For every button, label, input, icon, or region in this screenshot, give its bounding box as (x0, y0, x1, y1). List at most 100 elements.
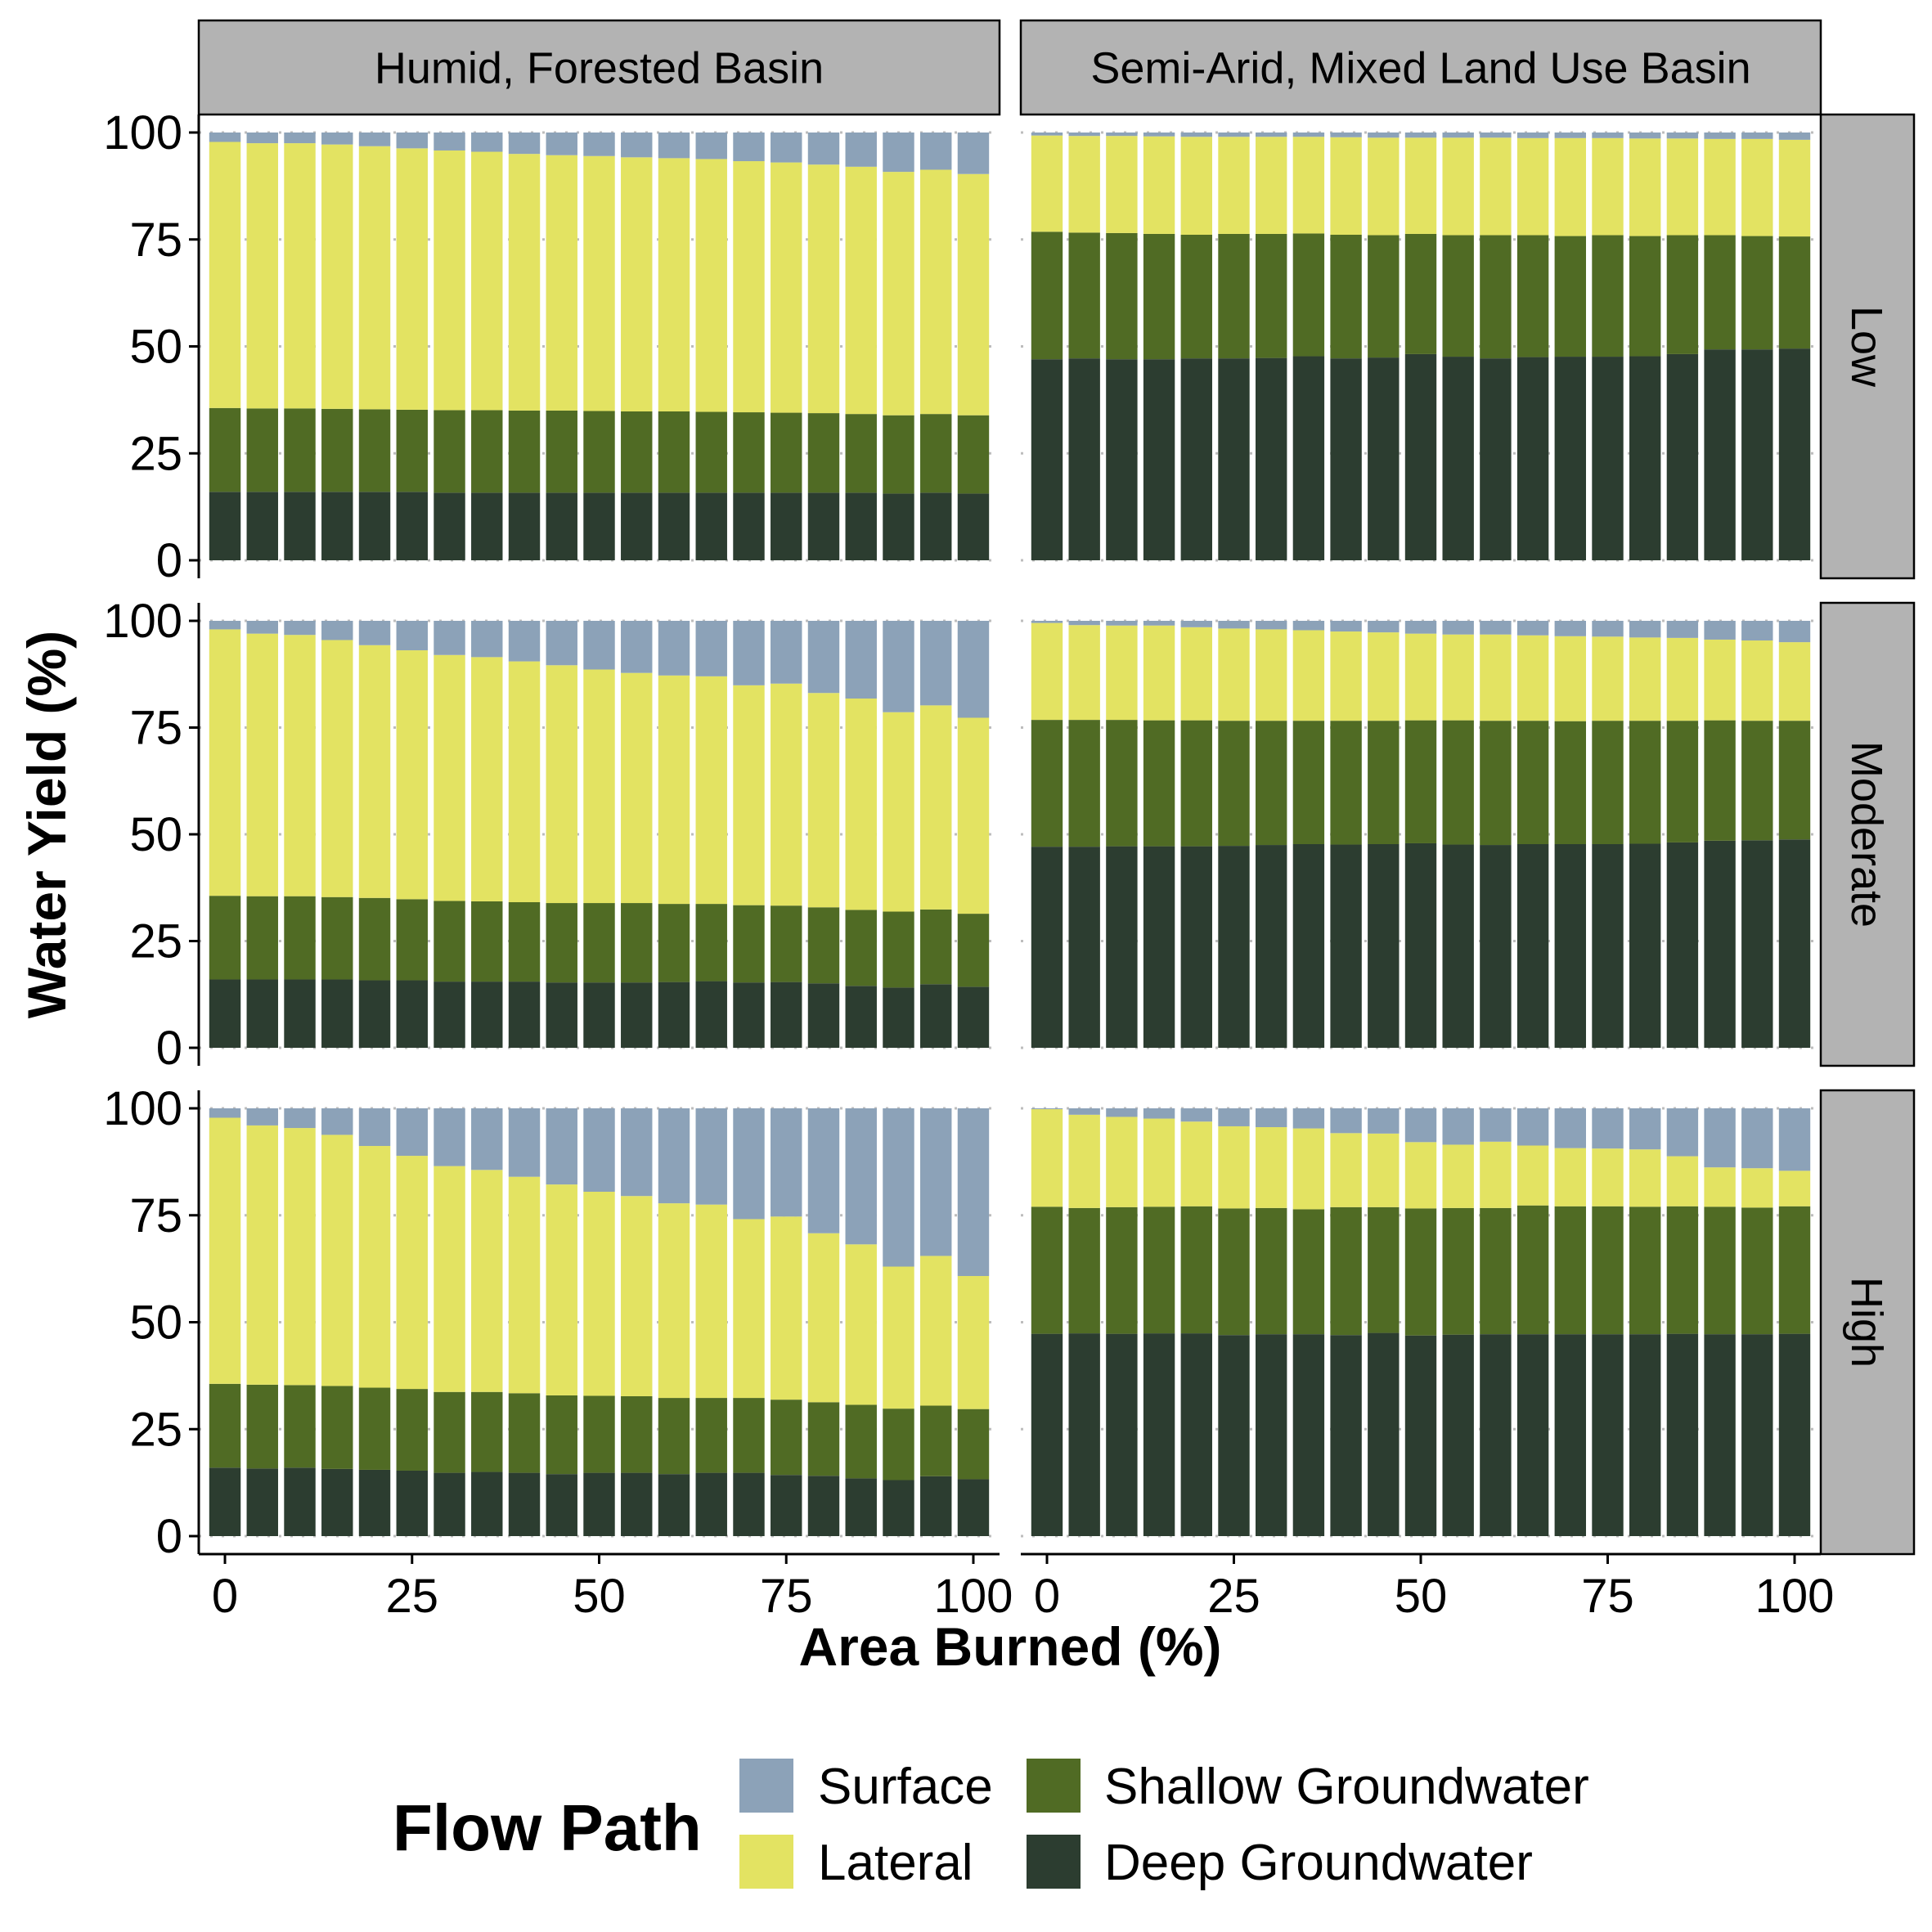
bar-lateral-x30 (434, 654, 465, 901)
bar-deep-groundwater-x15 (321, 1468, 353, 1536)
bar-lateral-x50 (583, 669, 615, 904)
bar-lateral-x20 (358, 645, 391, 898)
bar-surface-x55 (621, 621, 653, 673)
bar-surface-x30 (1256, 621, 1287, 630)
panel-semi-arid-mixed-land-use-basin-low (1021, 115, 1821, 578)
bar-shallow-groundwater-x100 (957, 1409, 990, 1480)
bar-surface-x45 (546, 1108, 577, 1185)
bar-lateral-x75 (771, 162, 802, 413)
bar-surface-x25 (1218, 1108, 1250, 1126)
x-axis-semi-arid-mixed-land-use-basin: 0 25 50 75 100 (1021, 1552, 1834, 1623)
bar-lateral-x40 (508, 154, 541, 411)
bar-surface-x65 (1516, 133, 1549, 138)
bar-shallow-groundwater-x35 (471, 1391, 503, 1472)
bar-lateral-x70 (733, 1219, 765, 1399)
bar-lateral-x15 (1143, 136, 1175, 234)
x-tick-label: 0 (1034, 1570, 1060, 1623)
x-tick-label: 25 (1207, 1570, 1260, 1623)
bar-deep-groundwater-x40 (1330, 358, 1362, 560)
bar-surface-x10 (1106, 1108, 1138, 1117)
y-axis-moderate: 0 25 50 75 100 (103, 595, 200, 1075)
bar-shallow-groundwater-x65 (695, 411, 727, 493)
bar-shallow-groundwater-x100 (957, 415, 990, 494)
y-tick-label: 25 (129, 915, 182, 968)
bar-surface-x60 (658, 133, 690, 159)
strip-humid-forested-basin: Humid, Forested Basin (197, 19, 1001, 116)
bar-surface-x25 (396, 621, 428, 651)
bar-lateral-x95 (1741, 640, 1773, 721)
bar-deep-groundwater-x55 (1442, 1334, 1474, 1536)
bar-shallow-groundwater-x95 (920, 909, 952, 985)
y-axis-high: 0 25 50 75 100 (103, 1082, 200, 1563)
bar-lateral-x100 (957, 1276, 990, 1409)
bar-deep-groundwater-x85 (1666, 353, 1699, 560)
bar-deep-groundwater-x25 (396, 1470, 428, 1536)
bar-deep-groundwater-x100 (957, 493, 990, 560)
bar-lateral-x55 (621, 1196, 653, 1396)
bar-lateral-x90 (1704, 138, 1736, 236)
bar-shallow-groundwater-x95 (920, 1405, 952, 1476)
strip-label: High (1842, 1277, 1891, 1368)
y-tick-label: 75 (129, 702, 182, 755)
bar-surface-x90 (883, 133, 914, 173)
bar-deep-groundwater-x15 (1143, 846, 1175, 1048)
legend-title: Flow Path (393, 1791, 702, 1864)
bar-surface-x15 (1143, 133, 1175, 137)
bar-lateral-x25 (396, 148, 428, 410)
bar-lateral-x55 (621, 672, 653, 904)
bar-surface-x10 (284, 621, 316, 636)
bar-deep-groundwater-x95 (920, 1476, 952, 1536)
bar-surface-x40 (1330, 133, 1362, 137)
bar-lateral-x10 (1106, 1117, 1138, 1207)
bar-shallow-groundwater-x25 (396, 899, 428, 981)
bar-shallow-groundwater-x5 (1068, 1207, 1100, 1334)
bar-lateral-x50 (583, 1191, 615, 1396)
bar-shallow-groundwater-x60 (658, 1398, 690, 1475)
bar-surface-x95 (1741, 133, 1773, 139)
bar-lateral-x30 (434, 150, 465, 411)
bar-lateral-x40 (1330, 137, 1362, 235)
bar-surface-x0 (209, 621, 241, 630)
bar-lateral-x85 (1666, 637, 1699, 721)
bar-deep-groundwater-x70 (733, 982, 765, 1048)
panels-layer (199, 115, 1821, 1554)
bar-shallow-groundwater-x60 (658, 411, 690, 493)
bar-lateral-x45 (546, 665, 577, 904)
bar-surface-x5 (246, 133, 278, 144)
bar-shallow-groundwater-x25 (1218, 1208, 1250, 1336)
bar-lateral-x95 (1741, 1168, 1773, 1208)
bar-shallow-groundwater-x5 (1068, 720, 1100, 847)
bar-deep-groundwater-x0 (1031, 1333, 1063, 1536)
bar-lateral-x65 (695, 1204, 727, 1399)
bar-shallow-groundwater-x75 (771, 1400, 802, 1476)
bar-lateral-x90 (883, 712, 914, 912)
bar-lateral-x25 (396, 1156, 428, 1390)
bar-deep-groundwater-x50 (1404, 353, 1437, 560)
bar-lateral-x85 (1666, 1156, 1699, 1206)
bar-shallow-groundwater-x45 (546, 903, 577, 983)
bar-surface-x5 (1068, 1108, 1100, 1115)
bar-deep-groundwater-x90 (1704, 1334, 1736, 1536)
bar-deep-groundwater-x35 (1292, 356, 1325, 560)
bar-lateral-x85 (845, 699, 877, 910)
bar-shallow-groundwater-x70 (733, 1398, 765, 1473)
bar-shallow-groundwater-x0 (1031, 231, 1063, 360)
bar-surface-x15 (321, 1108, 353, 1135)
bar-lateral-x20 (1180, 137, 1212, 235)
bar-shallow-groundwater-x25 (1218, 721, 1250, 847)
legend-key-shallow-groundwater (1027, 1759, 1081, 1813)
bar-surface-x60 (1480, 1108, 1512, 1142)
bar-lateral-x15 (321, 1134, 353, 1386)
bar-deep-groundwater-x90 (1704, 840, 1736, 1048)
bar-shallow-groundwater-x5 (246, 1384, 278, 1469)
bar-deep-groundwater-x75 (1592, 1334, 1624, 1536)
bar-surface-x5 (1068, 133, 1100, 137)
bar-lateral-x70 (1554, 1148, 1586, 1206)
bar-lateral-x100 (957, 173, 990, 416)
bar-lateral-x55 (1442, 634, 1474, 721)
bar-surface-x30 (1256, 1108, 1287, 1128)
strip-label: Low (1842, 306, 1891, 388)
bar-deep-groundwater-x5 (246, 1468, 278, 1536)
bar-shallow-groundwater-x15 (321, 1386, 353, 1469)
bar-lateral-x20 (1180, 627, 1212, 721)
